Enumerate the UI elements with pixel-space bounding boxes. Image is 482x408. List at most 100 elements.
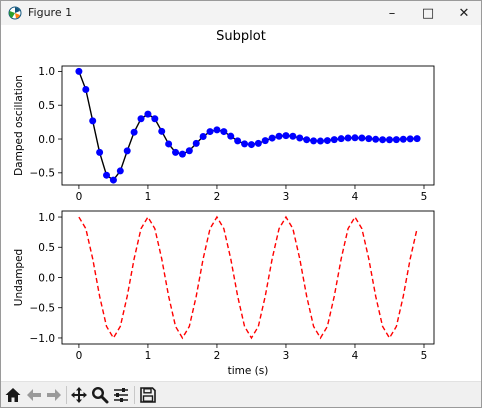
toolbar-separator (134, 386, 135, 404)
x-axis-label: time (s) (228, 365, 269, 377)
pan-button[interactable] (69, 385, 89, 405)
data-point (330, 136, 338, 144)
data-point (392, 136, 400, 144)
navigation-toolbar (1, 381, 481, 407)
data-point (220, 128, 228, 136)
figure-svg: Subplot 0 1 2 3 4 5 1.0 0.5 0.0 −0.5 Damped oscill… (13, 29, 435, 377)
data-point (275, 132, 283, 140)
data-point (172, 148, 180, 156)
home-icon (5, 388, 21, 402)
x-tick-label: 2 (214, 350, 221, 362)
save-icon (140, 387, 156, 403)
data-point (178, 150, 186, 158)
y-tick-label: 0.0 (38, 272, 55, 284)
axes-frame (61, 65, 435, 186)
minimize-button[interactable]: – (374, 1, 410, 25)
y-axis-label: Undamped (13, 249, 25, 306)
data-point (206, 128, 214, 136)
data-point (372, 135, 380, 143)
maximize-button[interactable]: □ (410, 1, 446, 25)
x-tick-label: 1 (145, 350, 152, 362)
x-tick-label: 5 (421, 350, 428, 362)
data-point (151, 115, 159, 123)
y-axis-label: Damped oscillation (13, 75, 25, 176)
forward-arrow-icon (47, 389, 61, 401)
axes-frame (61, 210, 435, 345)
data-point (358, 134, 366, 142)
bottom-axes: 0 1 2 3 4 5 1.0 0.5 0.0 −0.5 −1.0 Undamped time (s) (13, 210, 435, 377)
data-point (137, 115, 145, 123)
data-point (289, 132, 297, 140)
data-point (185, 147, 193, 155)
y-tick-label: 0.0 (38, 134, 55, 146)
data-point (130, 128, 138, 136)
data-point (323, 137, 331, 145)
back-button[interactable] (24, 385, 44, 405)
x-tick-label: 1 (145, 191, 152, 203)
data-point (406, 135, 414, 143)
data-point (234, 137, 242, 145)
data-point (213, 126, 221, 134)
y-tick-label: 1.0 (38, 212, 55, 224)
x-tick-label: 2 (214, 191, 221, 203)
x-tick-label: 4 (352, 350, 359, 362)
data-point (296, 134, 304, 142)
data-point (165, 140, 173, 148)
data-point (103, 171, 111, 179)
data-point (337, 135, 345, 143)
data-point (310, 137, 318, 145)
data-point (75, 67, 83, 75)
minimize-icon: – (388, 5, 396, 21)
data-point (351, 134, 359, 142)
x-tick-label: 5 (421, 191, 428, 203)
data-point (241, 140, 249, 148)
data-point (123, 147, 131, 155)
data-point (413, 135, 421, 143)
forward-button[interactable] (44, 385, 64, 405)
maximize-icon: □ (421, 5, 435, 21)
data-point (144, 110, 152, 118)
data-point (109, 176, 117, 184)
home-button[interactable] (3, 385, 23, 405)
title-bar[interactable]: Figure 1 – □ ✕ (1, 1, 481, 25)
data-point (192, 139, 200, 147)
y-tick-label: 1.0 (38, 66, 55, 78)
x-tick-label: 3 (283, 191, 290, 203)
data-point (303, 136, 311, 144)
data-point (254, 139, 262, 147)
pan-icon (71, 387, 87, 403)
figure-suptitle: Subplot (216, 29, 266, 44)
y-tick-label: −0.5 (30, 168, 56, 180)
y-tick-label: −1.0 (30, 333, 56, 345)
x-tick-label: 0 (76, 350, 83, 362)
close-button[interactable]: ✕ (446, 1, 481, 25)
data-point (247, 141, 255, 149)
data-point (379, 136, 387, 144)
back-arrow-icon (27, 389, 41, 401)
data-point (385, 136, 393, 144)
close-icon: ✕ (458, 5, 470, 21)
data-point (116, 167, 124, 175)
data-point (89, 117, 97, 125)
x-tick-label: 0 (76, 191, 83, 203)
data-point (261, 137, 269, 145)
data-point (316, 137, 324, 145)
zoom-button[interactable] (90, 385, 110, 405)
data-point (199, 133, 207, 141)
data-point (268, 134, 276, 142)
y-tick-label: −0.5 (30, 303, 56, 315)
data-point (344, 134, 352, 142)
series-line (78, 215, 418, 340)
data-point (227, 132, 235, 140)
matplotlib-app-icon (8, 6, 22, 20)
data-point (399, 135, 407, 143)
configure-subplots-button[interactable] (111, 385, 131, 405)
save-button[interactable] (138, 385, 158, 405)
figure-canvas[interactable]: Subplot 0 1 2 3 4 5 1.0 0.5 0.0 −0.5 Damped oscill… (1, 25, 481, 381)
top-axes: 0 1 2 3 4 5 1.0 0.5 0.0 −0.5 Damped oscillation (13, 65, 435, 203)
x-tick-label: 4 (352, 191, 359, 203)
configure-subplots-icon (114, 388, 128, 402)
data-point (82, 86, 90, 94)
x-tick-label: 3 (283, 350, 290, 362)
